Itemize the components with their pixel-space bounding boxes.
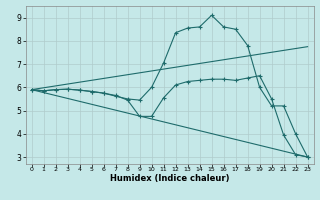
X-axis label: Humidex (Indice chaleur): Humidex (Indice chaleur)	[110, 174, 229, 183]
